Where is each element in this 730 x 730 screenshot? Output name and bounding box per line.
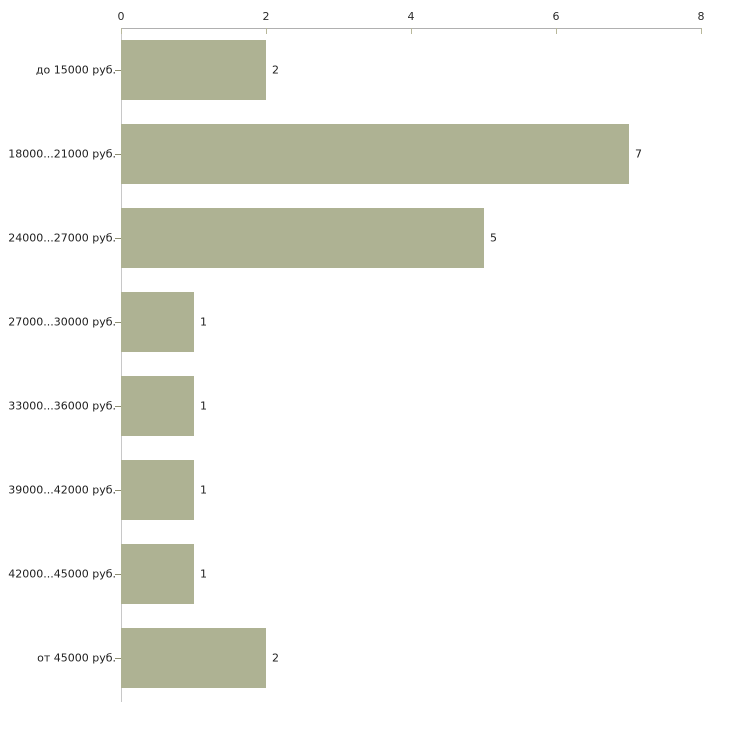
bar — [121, 460, 194, 520]
bar — [121, 208, 484, 268]
bar — [121, 376, 194, 436]
x-axis-tick — [701, 28, 702, 34]
y-axis-tick — [115, 154, 121, 155]
y-axis-category-label: 27000...30000 руб. — [8, 315, 116, 329]
x-axis-tick-label: 2 — [262, 10, 270, 23]
bar — [121, 628, 266, 688]
bar-value-label: 2 — [272, 63, 279, 77]
x-axis-tick — [411, 28, 412, 34]
y-axis-category-label: от 45000 руб. — [37, 651, 116, 665]
bar — [121, 124, 629, 184]
bar-value-label: 1 — [200, 399, 207, 413]
bar-value-label: 7 — [635, 147, 642, 161]
y-axis-category-label: 24000...27000 руб. — [8, 231, 116, 245]
bar-value-label: 1 — [200, 567, 207, 581]
x-axis-tick-label: 8 — [697, 10, 705, 23]
y-axis-category-label: 42000...45000 руб. — [8, 567, 116, 581]
y-axis-tick — [115, 658, 121, 659]
y-axis-tick — [115, 490, 121, 491]
y-axis-category-label: 39000...42000 руб. — [8, 483, 116, 497]
bar — [121, 40, 266, 100]
x-axis-tick-label: 0 — [117, 10, 125, 23]
y-axis-tick — [115, 574, 121, 575]
x-axis-tick-label: 6 — [552, 10, 560, 23]
y-axis-category-label: 33000...36000 руб. — [8, 399, 116, 413]
y-axis-tick — [115, 70, 121, 71]
y-axis-category-label: до 15000 руб. — [35, 63, 116, 77]
y-axis-line — [121, 28, 122, 702]
y-axis-tick — [115, 238, 121, 239]
x-axis-tick-label: 4 — [407, 10, 415, 23]
bar-value-label: 1 — [200, 483, 207, 497]
bar-value-label: 2 — [272, 651, 279, 665]
x-axis-tick — [266, 28, 267, 34]
x-axis-tick — [556, 28, 557, 34]
bar-value-label: 5 — [490, 231, 497, 245]
bar — [121, 292, 194, 352]
bar-value-label: 1 — [200, 315, 207, 329]
x-axis-tick — [121, 28, 122, 34]
y-axis-category-label: 18000...21000 руб. — [8, 147, 116, 161]
bar — [121, 544, 194, 604]
y-axis-tick — [115, 322, 121, 323]
y-axis-tick — [115, 406, 121, 407]
